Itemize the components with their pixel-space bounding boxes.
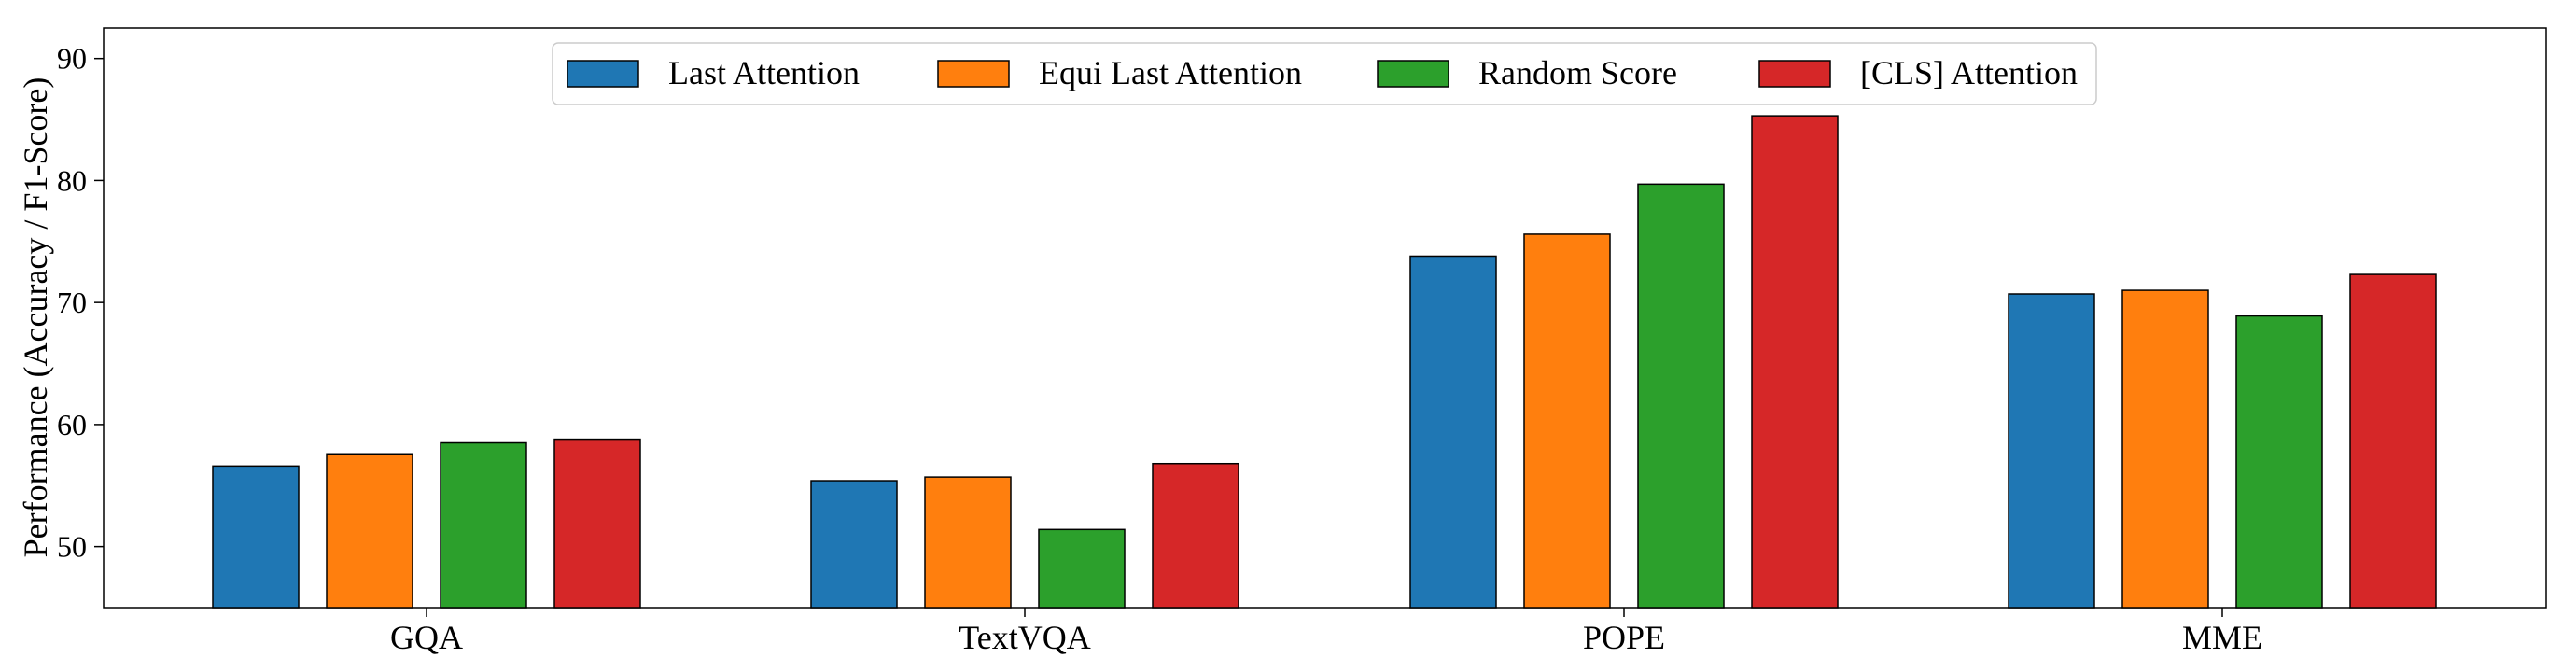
legend-label: Equi Last Attention (1039, 54, 1302, 91)
bar (2121, 289, 2209, 609)
y-tick-label: 50 (57, 530, 87, 564)
legend-swatch (1758, 60, 1831, 88)
x-tick-label: TextVQA (959, 619, 1090, 656)
y-tick-label: 70 (57, 286, 87, 319)
x-tick-label: GQA (390, 619, 463, 656)
bar-series (212, 115, 2437, 609)
legend-swatch (567, 60, 639, 88)
bar (440, 441, 527, 609)
x-axis: GQA TextVQA POPE MME (390, 608, 2262, 656)
x-tick-label: MME (2182, 619, 2262, 656)
y-tick-label: 80 (57, 163, 87, 197)
legend-box (552, 42, 2097, 105)
legend-swatch (1377, 60, 1449, 88)
x-tick-label: POPE (1583, 619, 1665, 656)
bar (1152, 462, 1239, 609)
bar (1409, 255, 1497, 609)
bar (553, 438, 641, 609)
legend-label: Last Attention (668, 54, 860, 91)
legend-label: Random Score (1478, 54, 1677, 91)
legend-swatch (937, 60, 1010, 88)
bar (1637, 183, 1725, 609)
bar (1038, 528, 1126, 609)
bar (2349, 273, 2437, 609)
legend-label: [CLS] Attention (1860, 54, 2078, 91)
y-axis-title: Performance (Accuracy / F1-Score) (17, 77, 54, 558)
bar (2008, 293, 2095, 609)
bar (810, 480, 898, 609)
bar (924, 476, 1012, 609)
bar (1751, 115, 1839, 609)
bar (212, 465, 300, 609)
bar (1523, 233, 1611, 609)
y-axis: 50 60 70 80 90 (57, 42, 104, 564)
bar (326, 453, 413, 609)
y-tick-label: 60 (57, 408, 87, 441)
legend: Last Attention Equi Last Attention Random … (552, 42, 2097, 105)
y-tick-label: 90 (57, 42, 87, 76)
bar (2235, 315, 2323, 609)
